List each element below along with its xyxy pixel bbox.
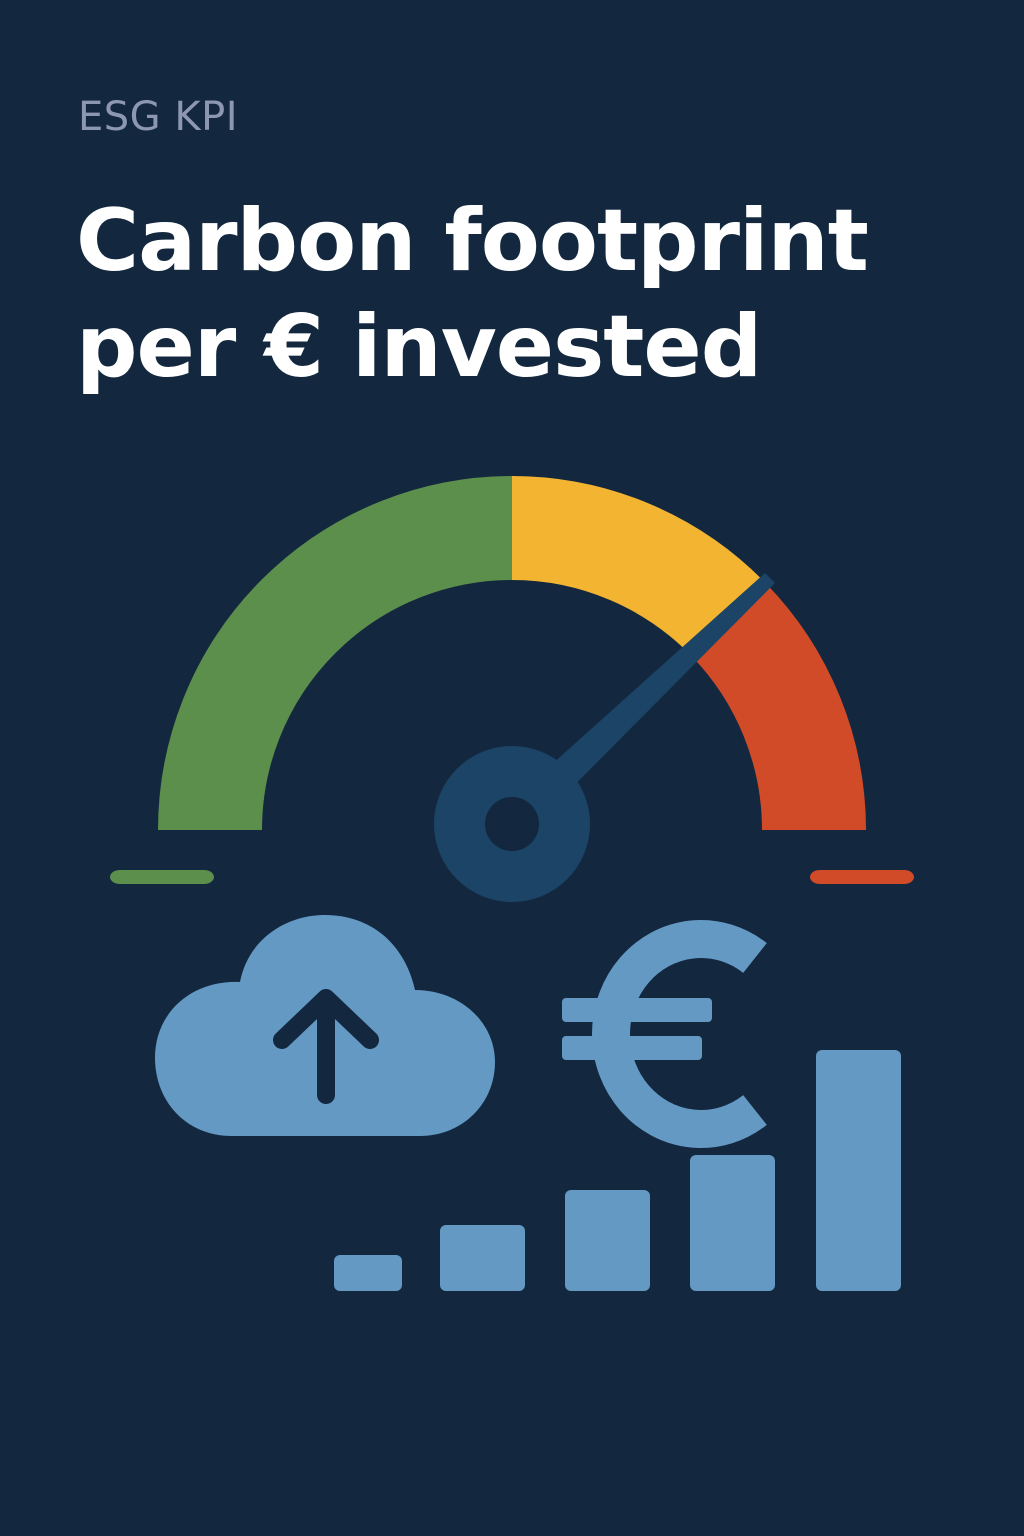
title-line-1: Carbon footprint: [76, 191, 869, 291]
bar-4: [690, 1155, 775, 1291]
gauge-icon: [110, 476, 914, 902]
gauge-segment-high: [691, 584, 866, 831]
bar-2: [440, 1225, 525, 1291]
bar-chart-icon: [334, 1050, 901, 1291]
arrow-up-icon: [273, 989, 379, 1104]
gauge-hub-hole: [485, 797, 539, 851]
cloud-upload-icon: [155, 915, 495, 1136]
gauge-segment-medium: [510, 476, 767, 658]
gauge-needle: [434, 573, 775, 902]
gauge-cap-left: [110, 870, 214, 884]
gauge-segment-low: [158, 476, 513, 831]
bar-1: [334, 1255, 402, 1291]
gauge-cap-right: [810, 870, 914, 884]
bar-3: [565, 1190, 650, 1291]
euro-icon: [562, 920, 767, 1148]
bar-5: [816, 1050, 901, 1291]
kicker-label: ESG KPI: [78, 94, 239, 140]
page-title: Carbon footprint per € invested: [76, 188, 869, 400]
title-line-2: per € invested: [76, 297, 762, 397]
